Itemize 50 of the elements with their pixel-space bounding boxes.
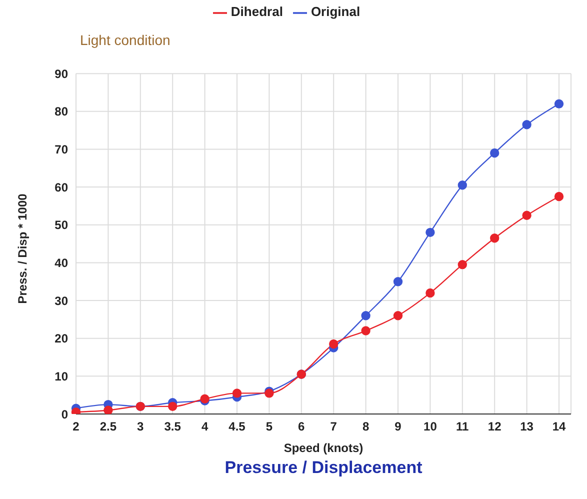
y-tick-label: 90: [54, 66, 68, 81]
y-tick-label: 0: [61, 407, 68, 422]
point: [168, 402, 178, 412]
y-tick-label: 10: [54, 369, 68, 384]
chart-subtitle: Light condition: [80, 32, 170, 48]
x-tick-label: 5: [266, 420, 273, 434]
x-tick-label: 8: [362, 420, 370, 434]
y-tick-label: 60: [54, 180, 68, 194]
point: [554, 99, 564, 108]
x-tick-label: 6: [298, 420, 306, 434]
y-tick-label: 80: [54, 104, 68, 119]
point: [490, 234, 500, 243]
legend-label: Dihedral: [230, 4, 283, 19]
y-tick-label: 70: [54, 142, 68, 156]
x-tick-label: 4.5: [228, 420, 246, 434]
y-tick-label: 20: [54, 332, 68, 346]
point: [522, 120, 532, 130]
point: [393, 311, 403, 320]
x-tick-label: 14: [552, 420, 566, 434]
point: [458, 260, 467, 270]
text: Pressure / Displacement: [224, 458, 424, 478]
point: [522, 210, 532, 220]
x-tick-label: 13: [520, 420, 534, 434]
x-tick-label: 4: [201, 420, 208, 434]
point: [490, 148, 500, 158]
y-axis-title: Press. / Disp * 1000: [15, 193, 30, 304]
x-axis-title: Speed (knots): [284, 441, 364, 455]
x-tick-label: 10: [424, 420, 438, 434]
x-tick-label: 2.5: [100, 420, 117, 434]
point: [329, 339, 338, 349]
point: [232, 388, 242, 398]
point: [426, 228, 435, 238]
y-tick-label: 40: [54, 256, 68, 270]
x-tick-label: 7: [330, 420, 338, 434]
y-tick-label: 30: [54, 294, 68, 308]
x-tick-label: 9: [394, 420, 402, 434]
point: [361, 311, 370, 320]
point: [458, 180, 467, 190]
point: [393, 277, 403, 286]
point: [426, 288, 435, 298]
x-tick-label: 12: [488, 420, 502, 434]
point: [554, 192, 564, 202]
x-tick-label: 3.5: [164, 420, 182, 434]
x-tick-label: 2: [72, 420, 80, 434]
y-tick-label: 50: [54, 218, 68, 232]
legend-label: Original: [310, 4, 360, 19]
point: [361, 326, 370, 336]
point: [104, 406, 113, 414]
x-tick-label: 11: [456, 420, 470, 434]
x-tick-label: 3: [137, 420, 144, 434]
